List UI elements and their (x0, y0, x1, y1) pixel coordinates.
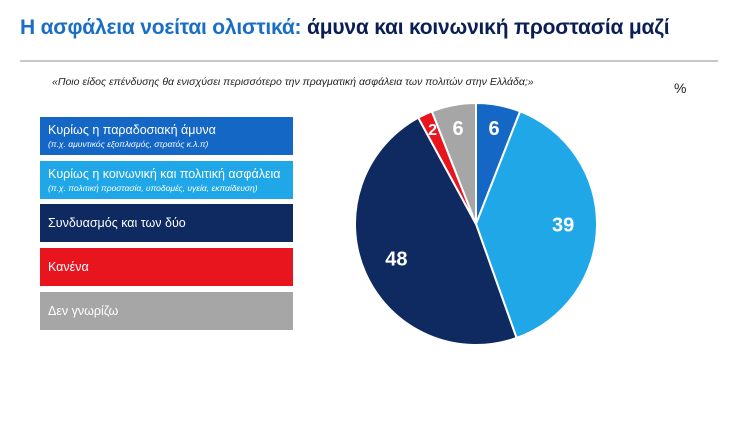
pie-label-social-security: 39 (552, 214, 574, 236)
pie-label-dont-know: 6 (452, 118, 463, 140)
legend-item-defense: Κυρίως η παραδοσιακή άμυνα (π.χ. αμυντικ… (40, 117, 293, 155)
pie-label-defense: 6 (488, 118, 499, 140)
legend-label: Δεν γνωρίζω (48, 304, 119, 318)
legend-label: Κυρίως η παραδοσιακή άμυνα (48, 123, 216, 137)
page-title: Η ασφάλεια νοείται ολιστικά: άμυνα και κ… (20, 16, 670, 40)
pie-label-combination: 48 (385, 249, 407, 271)
title-divider (20, 60, 718, 62)
title-part1: Η ασφάλεια νοείται ολιστικά: (20, 16, 302, 39)
legend-label: Κανένα (48, 260, 89, 274)
pie-slice-combination (354, 116, 518, 346)
legend-sublabel: (π.χ. αμυντικός εξοπλισμός, στρατός κ.λ.… (48, 139, 209, 149)
survey-question: «Ποιο είδος επένδυσης θα ενισχύσει περισ… (52, 76, 534, 88)
legend-label: Συνδυασμός και των δύο (48, 216, 186, 230)
legend-item-dont-know: Δεν γνωρίζω (40, 292, 293, 330)
legend-item-combination: Συνδυασμός και των δύο (40, 204, 293, 242)
pie-label-none: 2 (428, 122, 437, 139)
legend-item-none: Κανένα (40, 248, 293, 286)
pie-slice-social-security (474, 110, 598, 340)
legend-label: Κυρίως η κοινωνική και πολιτική ασφάλεια (48, 167, 281, 181)
unit-label: % (674, 80, 687, 96)
pie-slice-dont-know (430, 101, 477, 225)
legend-item-social-security: Κυρίως η κοινωνική και πολιτική ασφάλεια… (40, 161, 293, 199)
title-part2: άμυνα και κοινωνική προστασία μαζί (306, 16, 670, 39)
legend-sublabel: (π.χ. πολιτική προστασία, υποδομές, υγεί… (48, 183, 258, 193)
